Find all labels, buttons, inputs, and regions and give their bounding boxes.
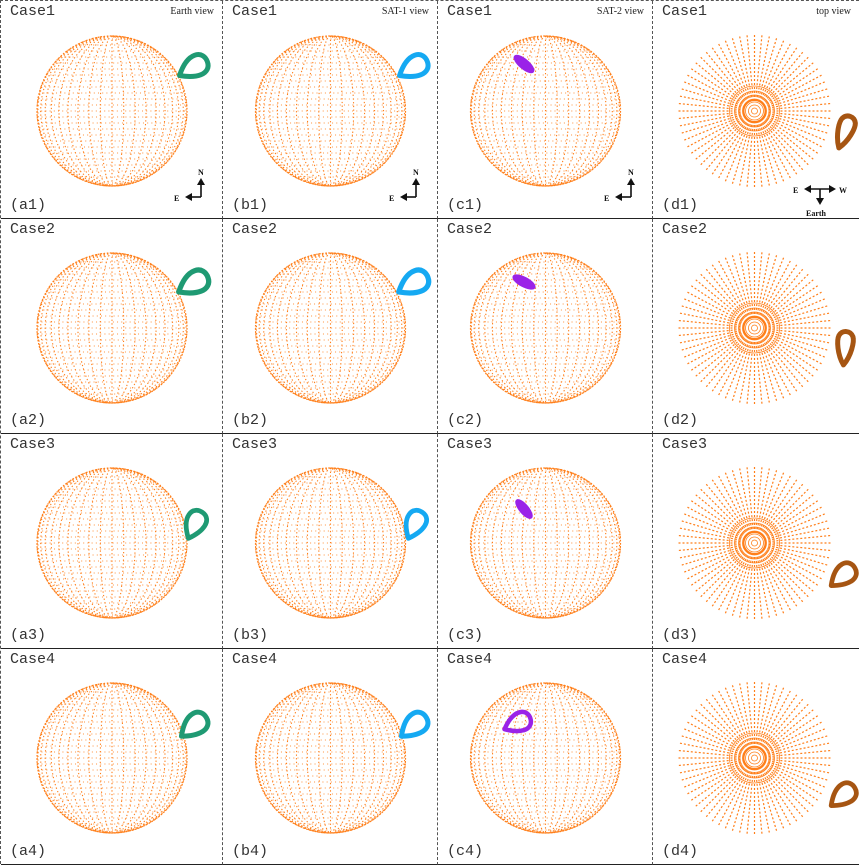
radial-top-view — [678, 682, 831, 834]
panel-label: (d3) — [662, 627, 699, 644]
view-label: SAT-2 view — [596, 6, 644, 17]
panel-label: (b4) — [232, 843, 269, 860]
panel-b3: Case3 (b3) — [223, 434, 438, 649]
panel-label: (d2) — [662, 412, 699, 429]
compass-ne: NE — [174, 168, 205, 203]
dotted-sphere — [36, 252, 188, 404]
dotted-sphere — [254, 35, 407, 187]
loop-marker — [835, 113, 858, 151]
svg-text:W: W — [839, 186, 847, 195]
svg-text:N: N — [413, 168, 419, 177]
loop-marker — [515, 499, 533, 519]
radial-top-view — [678, 252, 831, 404]
loop-marker — [403, 507, 430, 541]
panel-c4: Case4 (c4) — [438, 649, 653, 865]
loop-marker — [828, 780, 859, 808]
panel-label: (a2) — [10, 412, 47, 429]
panel-label: (b3) — [232, 627, 269, 644]
panel-label: (a1) — [10, 197, 47, 214]
panel-label: (b2) — [232, 412, 269, 429]
loop-marker — [512, 274, 536, 290]
case-label: Case4 — [662, 651, 708, 668]
case-label: Case4 — [10, 651, 56, 668]
panel-d2: Case2 (d2) — [653, 219, 859, 434]
panel-label: (a3) — [10, 627, 47, 644]
dotted-sphere — [469, 252, 622, 404]
radial-top-view — [678, 35, 831, 187]
case-label: Case3 — [232, 436, 278, 453]
case-label: Case2 — [10, 221, 56, 238]
svg-text:N: N — [628, 168, 634, 177]
panel-d1: E W Earth Case1 top view (d1) — [653, 1, 859, 219]
panel-d3: Case3 (d3) — [653, 434, 859, 649]
panel-b4: Case4 (b4) — [223, 649, 438, 865]
compass-ne: NE — [389, 168, 420, 203]
panel-c1: N E Case1 SAT-2 view (c1) — [438, 1, 653, 219]
case-label: Case4 — [232, 651, 278, 668]
dotted-sphere — [469, 682, 622, 834]
panel-a2: Case2 (a2) — [1, 219, 223, 434]
loop-marker — [397, 52, 431, 80]
panel-label: (c1) — [447, 197, 484, 214]
panel-label: (c3) — [447, 627, 484, 644]
loop-marker — [513, 54, 535, 74]
loop-marker — [178, 709, 211, 739]
dotted-sphere — [36, 682, 188, 834]
case-label: Case3 — [10, 436, 56, 453]
loop-marker — [398, 709, 431, 739]
svg-text:Earth: Earth — [806, 209, 827, 218]
case-label: Case1 — [10, 3, 56, 20]
loop-marker — [835, 329, 856, 368]
loop-marker — [177, 52, 211, 80]
case-label: Case1 — [232, 3, 278, 20]
panel-label: (c2) — [447, 412, 484, 429]
dotted-sphere — [254, 682, 407, 834]
dotted-sphere — [469, 467, 622, 619]
panel-a3: Case3 (a3) — [1, 434, 223, 649]
case-label: Case2 — [447, 221, 493, 238]
dotted-sphere — [36, 35, 188, 187]
view-label: SAT-1 view — [381, 6, 429, 17]
panel-a4: Case4 (a4) — [1, 649, 223, 865]
loop-marker — [828, 560, 859, 588]
svg-text:E: E — [389, 194, 394, 203]
case-label: Case4 — [447, 651, 493, 668]
panel-label: (a4) — [10, 843, 47, 860]
loop-marker — [176, 267, 212, 296]
case-label: Case1 — [662, 3, 708, 20]
view-label: top view — [816, 6, 851, 17]
panel-a1: N E Case1 Earth view (a1) — [1, 1, 223, 219]
panel-c2: Case2 (c2) — [438, 219, 653, 434]
dotted-sphere — [469, 35, 622, 187]
case-label: Case3 — [662, 436, 708, 453]
panel-b2: Case2 (b2) — [223, 219, 438, 434]
radial-top-view — [678, 467, 831, 619]
panel-label: (d1) — [662, 197, 699, 214]
svg-text:E: E — [174, 194, 179, 203]
loop-marker — [396, 267, 432, 296]
dotted-sphere — [254, 467, 407, 619]
svg-text:E: E — [604, 194, 609, 203]
case-label: Case2 — [662, 221, 708, 238]
loop-marker — [502, 709, 534, 734]
case-label: Case3 — [447, 436, 493, 453]
panel-label: (d4) — [662, 843, 699, 860]
svg-text:N: N — [198, 168, 204, 177]
dotted-sphere — [254, 252, 407, 404]
view-label: Earth view — [170, 6, 214, 17]
panel-d4: Case4 (d4) — [653, 649, 859, 865]
svg-text:E: E — [793, 186, 798, 195]
loop-marker — [183, 507, 210, 541]
panel-label: (c4) — [447, 843, 484, 860]
panel-label: (b1) — [232, 197, 269, 214]
case-label: Case1 — [447, 3, 493, 20]
dotted-sphere — [36, 467, 188, 619]
compass-top: E W Earth — [793, 185, 847, 218]
panel-c3: Case3 (c3) — [438, 434, 653, 649]
compass-ne: NE — [604, 168, 635, 203]
case-label: Case2 — [232, 221, 278, 238]
panel-b1: N E Case1 SAT-1 view (b1) — [223, 1, 438, 219]
